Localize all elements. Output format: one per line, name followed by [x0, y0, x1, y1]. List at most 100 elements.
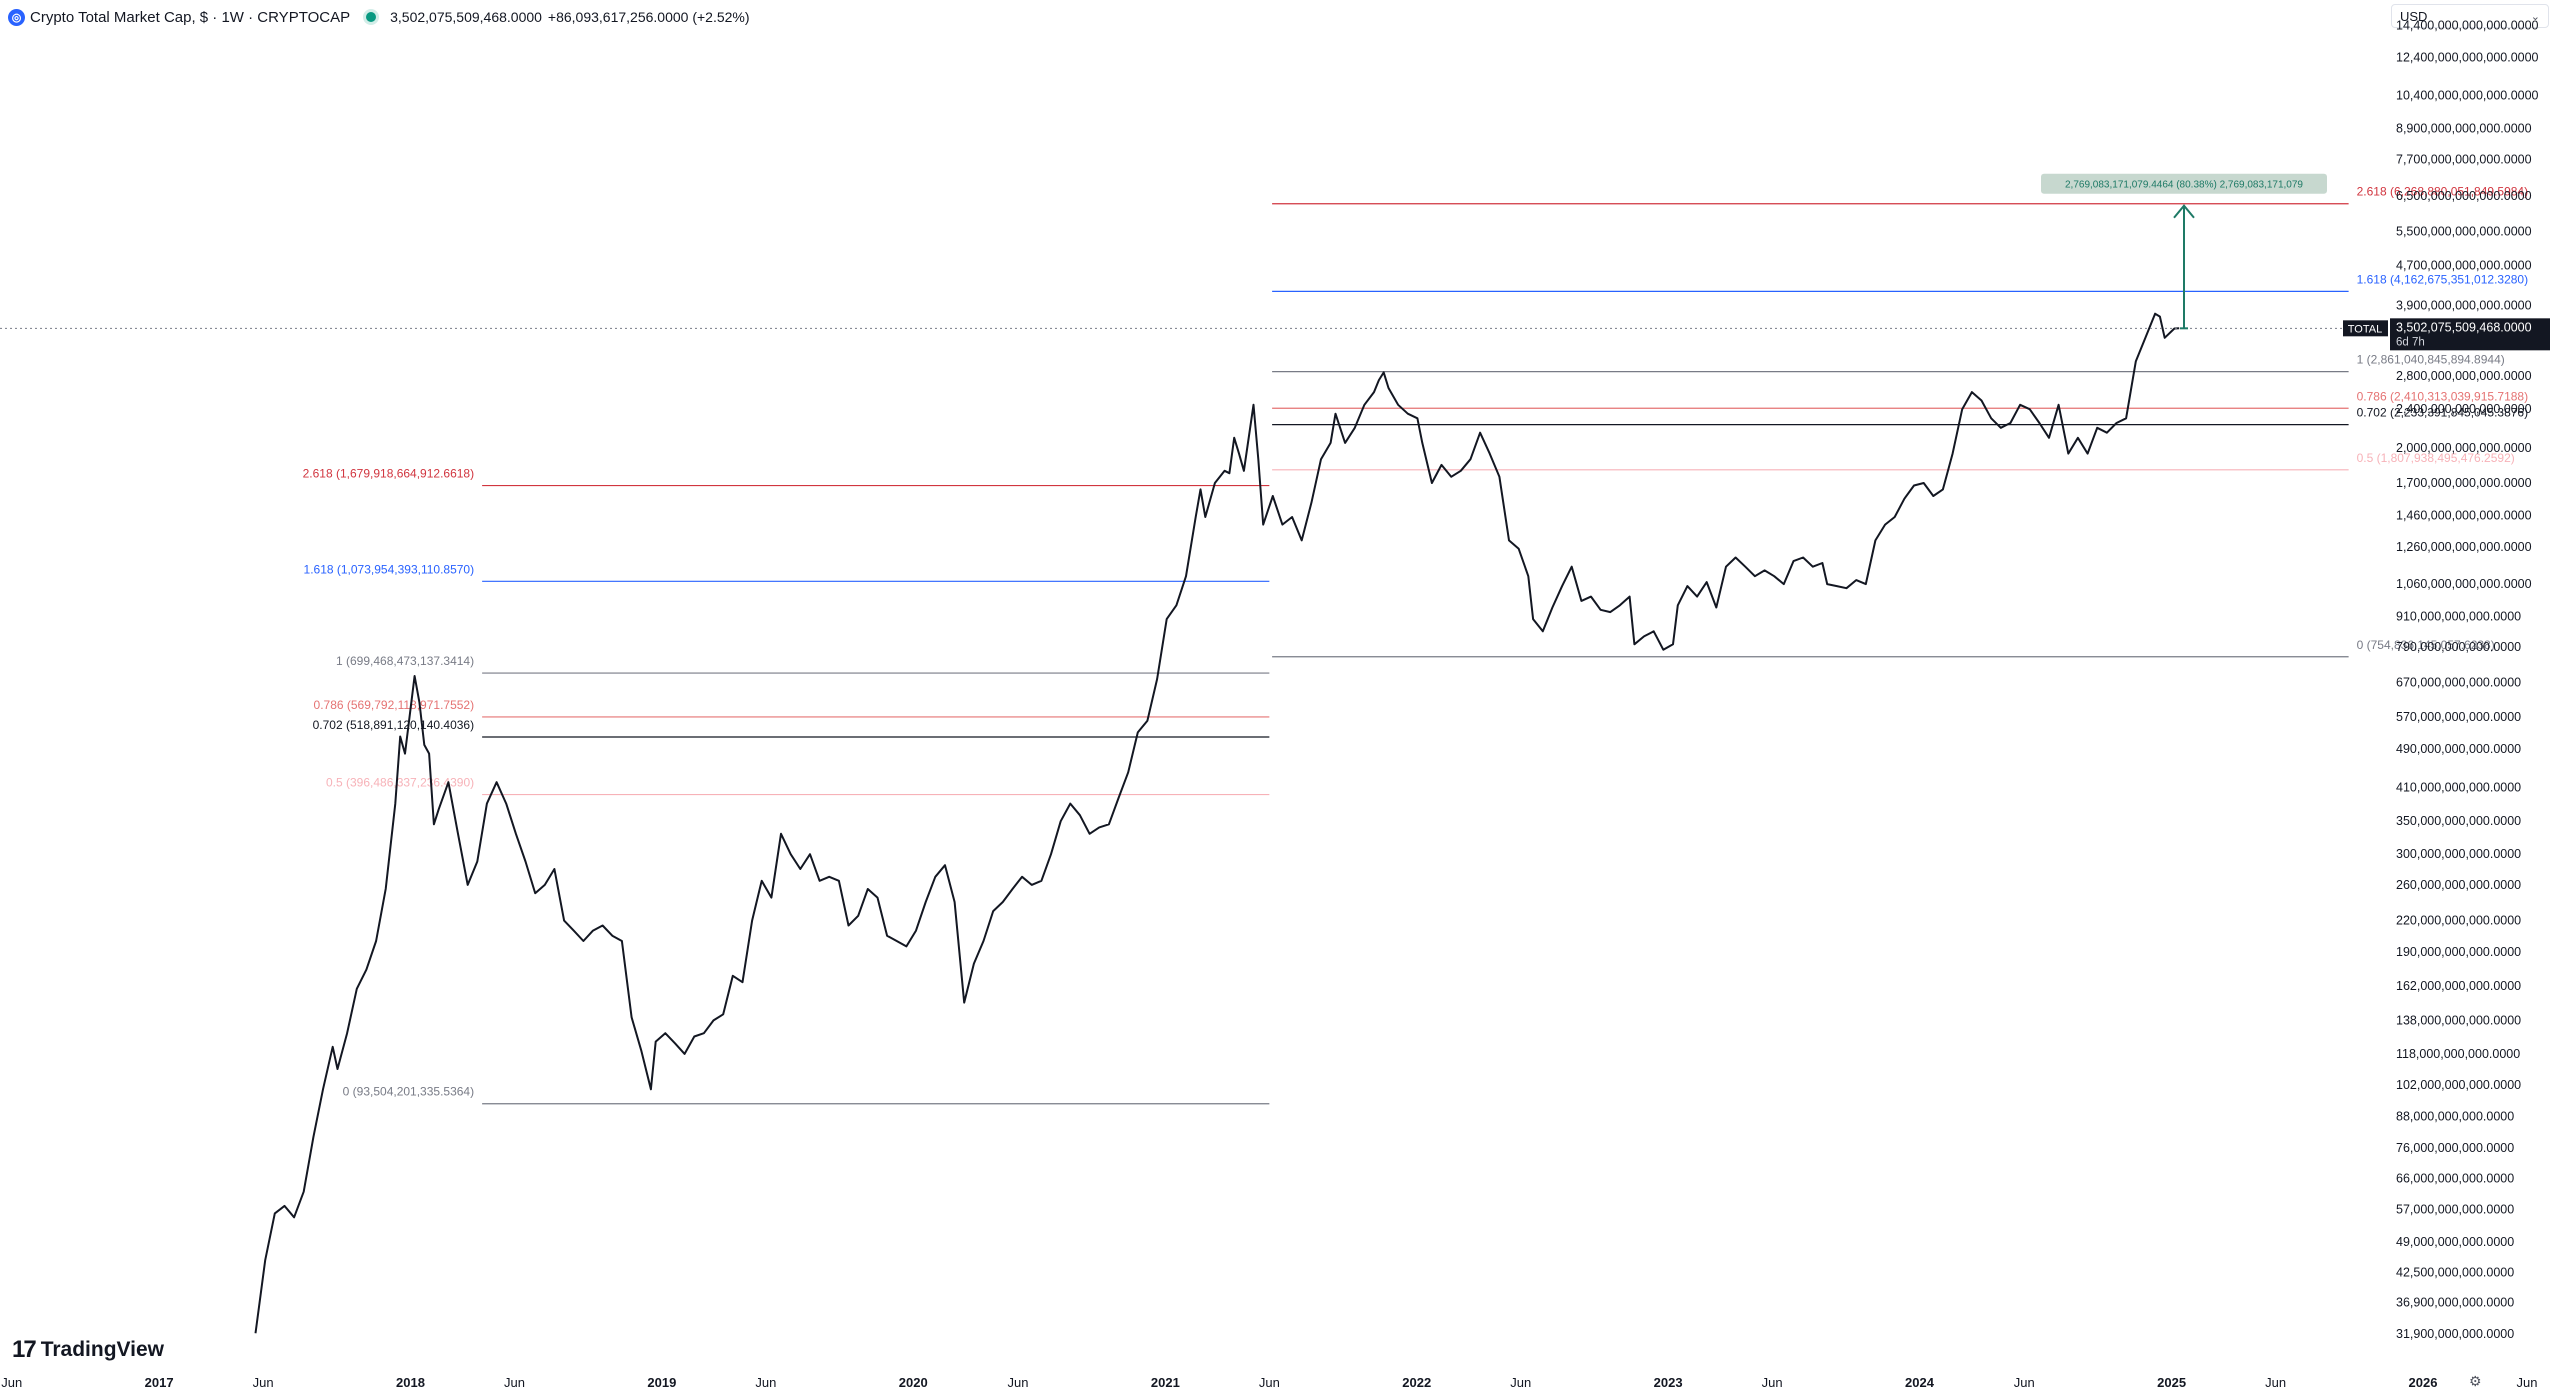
tradingview-logo[interactable]: 17 TradingView: [12, 1336, 164, 1364]
price-axis-label: 102,000,000,000.0000: [2396, 1078, 2521, 1092]
price-axis-label: 7,700,000,000,000.0000: [2396, 153, 2532, 167]
price-axis-label: 118,000,000,000.0000: [2396, 1047, 2520, 1061]
price-axis-label: 162,000,000,000.0000: [2396, 979, 2521, 993]
fib-level-label: 0 (754,836,145,057.6238): [2357, 638, 2495, 652]
price-axis-label: 2,800,000,000,000.0000: [2396, 369, 2532, 383]
price-axis-label: 3,900,000,000,000.0000: [2396, 298, 2532, 312]
price-axis-label: 1,460,000,000,000.0000: [2396, 509, 2532, 523]
bar-countdown: 6d 7h: [2396, 336, 2425, 348]
price-axis-label: 570,000,000,000.0000: [2396, 710, 2521, 724]
price-axis-label: 138,000,000,000.0000: [2396, 1013, 2521, 1027]
time-axis-label: 2021: [1151, 1375, 1180, 1390]
chart-header[interactable]: ◎ Crypto Total Market Cap, $ · 1W · CRYP…: [8, 6, 750, 28]
price-badge-value: 3,502,075,509,468.0000: [2396, 320, 2532, 334]
time-axis-label: Jun: [1, 1375, 22, 1390]
fib-level-label: 0.5 (396,486,337,236.4390): [326, 776, 474, 790]
time-axis-label: Jun: [1510, 1375, 1531, 1390]
time-axis-label: Jun: [504, 1375, 525, 1390]
time-axis-label: 2020: [899, 1375, 928, 1390]
price-axis-label: 670,000,000,000.0000: [2396, 675, 2521, 689]
fib-levels-layer: 2.618 (1,679,918,664,912.6618) 1.618 (1,0…: [303, 185, 2528, 1105]
fib-level-label: 0.702 (2,233,391,845,045.3876): [2357, 406, 2528, 420]
time-axis-label: 2017: [145, 1375, 174, 1390]
fib-level-label: 0.786 (2,410,313,039,915.7188): [2357, 389, 2528, 403]
time-axis-label: 2022: [1402, 1375, 1431, 1390]
price-axis-label: 910,000,000,000.0000: [2396, 610, 2521, 624]
price-axis-label: 57,000,000,000.0000: [2396, 1203, 2514, 1217]
price-axis-label: 36,900,000,000.0000: [2396, 1296, 2514, 1310]
arrow-up-icon: [2173, 204, 2195, 219]
series-layer: [0, 312, 2392, 1334]
price-change: +86,093,617,256.0000 (+2.52%): [547, 9, 750, 25]
price-axis-label: 260,000,000,000.0000: [2396, 878, 2521, 892]
price-axis-label: 490,000,000,000.0000: [2396, 742, 2521, 756]
price-axis-label: 1,700,000,000,000.0000: [2396, 476, 2532, 490]
price-axis-label: 2,000,000,000,000.0000: [2396, 441, 2532, 455]
time-axis-label: 2023: [1654, 1375, 1683, 1390]
price-axis-label: 14,400,000,000,000.0000: [2396, 19, 2539, 33]
price-axis-label: 1,060,000,000,000.0000: [2396, 577, 2532, 591]
price-axis-label: 790,000,000,000.0000: [2396, 640, 2521, 654]
price-axis-label: 350,000,000,000.0000: [2396, 814, 2521, 828]
symbol-title[interactable]: Crypto Total Market Cap, $ · 1W · CRYPTO…: [30, 8, 351, 26]
price-axis-label: 410,000,000,000.0000: [2396, 780, 2521, 794]
time-axis-label: 2018: [396, 1375, 425, 1390]
tradingview-logo-icon: 17: [12, 1336, 37, 1363]
price-axis-label: 31,900,000,000.0000: [2396, 1327, 2514, 1341]
fib-level-label: 0.786 (569,792,118,971.7552): [314, 698, 475, 712]
chevron-down-icon: ⌄: [2530, 10, 2540, 23]
fib-level-label: 0.702 (518,891,120,140.4036): [313, 718, 474, 732]
price-axis-label: 190,000,000,000.0000: [2396, 945, 2521, 959]
time-axis-label: Jun: [2517, 1375, 2538, 1390]
fib-level-label: 2.618 (1,679,918,664,912.6618): [303, 467, 474, 481]
time-axis-label: 2026: [2409, 1375, 2438, 1390]
price-axis-label: 220,000,000,000.0000: [2396, 914, 2521, 928]
time-axis-label: 2025: [2157, 1375, 2186, 1390]
projection-label: 2,769,083,171,079.4464 (80.38%) 2,769,08…: [2065, 180, 2303, 191]
price-axis-label: 5,500,000,000,000.0000: [2396, 225, 2532, 239]
currency-label: USD: [2400, 8, 2428, 24]
fib-level-label: 1 (699,468,473,137.3414): [336, 654, 474, 668]
time-axis-label: Jun: [1762, 1375, 1783, 1390]
time-axis-label: Jun: [755, 1375, 776, 1390]
price-axis-label: 8,900,000,000,000.0000: [2396, 122, 2532, 136]
projection-layer: 2,769,083,171,079.4464 (80.38%) 2,769,08…: [2041, 173, 2327, 330]
market-status-icon: [366, 12, 377, 22]
price-axis-label: 10,400,000,000,000.0000: [2396, 88, 2539, 102]
price-axis-label: 2,400,000,000,000.0000: [2396, 402, 2532, 416]
time-axis-label: 2019: [647, 1375, 676, 1390]
time-axis-label: Jun: [1259, 1375, 1280, 1390]
price-axis-label: 49,000,000,000.0000: [2396, 1235, 2514, 1249]
price-badge: [2390, 318, 2550, 351]
fib-level-label: 1.618 (1,073,954,393,110.8570): [304, 562, 475, 576]
time-axis: Jun 2017 Jun 2018 Jun 2019 Jun 2020 Jun 2021 Jun 20…: [1, 1375, 2537, 1390]
price-axis-label: 88,000,000,000.0000: [2396, 1110, 2514, 1124]
cryptocap-icon: ◎: [8, 8, 25, 26]
fib-level-label: 2.618 (6,268,880,051,849.5984): [2357, 185, 2528, 199]
symbol-badge: [2343, 320, 2388, 337]
price-axis-label: 12,400,000,000,000.0000: [2396, 51, 2539, 65]
time-axis-label: 2024: [1905, 1375, 1935, 1390]
time-axis-label: Jun: [1007, 1375, 1028, 1390]
price-axis-label: 66,000,000,000.0000: [2396, 1171, 2514, 1185]
time-axis-label: Jun: [253, 1375, 274, 1390]
time-axis-label: Jun: [2014, 1375, 2035, 1390]
price-axis: 14,400,000,000,000.0000 12,400,000,000,00…: [2343, 19, 2550, 1341]
fib-level-label: 1 (2,861,040,845,894.8944): [2357, 353, 2505, 367]
price-axis-label: 6,500,000,000,000.0000: [2396, 189, 2532, 203]
symbol-badge-label: TOTAL: [2348, 323, 2382, 335]
projection-label-box: [2041, 173, 2327, 194]
gear-icon[interactable]: ⚙: [2469, 1373, 2482, 1389]
price-axis-label: 300,000,000,000.0000: [2396, 847, 2521, 861]
price-axis-label: 4,700,000,000,000.0000: [2396, 258, 2532, 272]
price-series-line: [254, 312, 2180, 1334]
price-axis-label: 42,500,000,000.0000: [2396, 1265, 2514, 1279]
fib-level-label: 1.618 (4,162,675,351,012.3280): [2357, 272, 2528, 286]
fib-level-label: 0 (93,504,201,335.5364): [343, 1085, 474, 1099]
fib-level-label: 0.5 (1,807,938,495,476.2592): [2357, 451, 2515, 465]
currency-select[interactable]: USD ⌄: [2391, 4, 2549, 28]
tradingview-logo-text: TradingView: [40, 1338, 165, 1361]
price-axis-label: 1,260,000,000,000.0000: [2396, 540, 2532, 554]
last-price: 3,502,075,509,468.0000: [390, 9, 542, 25]
